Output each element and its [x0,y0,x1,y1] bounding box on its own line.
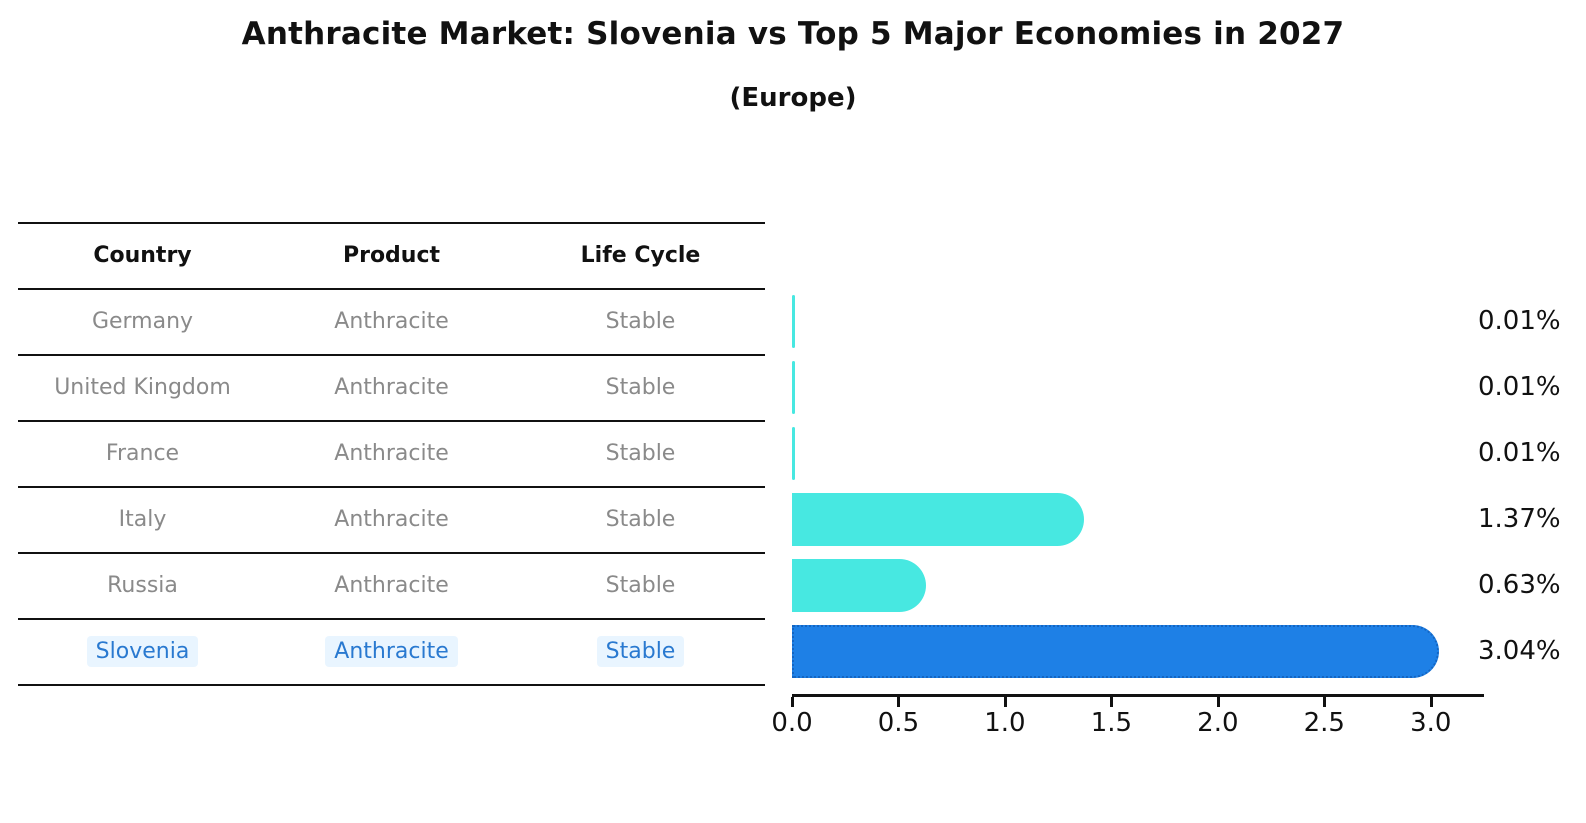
cell-country: Russia [107,572,178,598]
x-tick-mark [1216,697,1220,707]
cell-country: France [105,440,180,466]
x-tick-label: 3.0 [1410,708,1452,738]
x-tick-mark [1429,697,1433,707]
table-body: Germany Anthracite Stable United Kingdom… [18,290,765,686]
x-tick-mark [1110,697,1114,707]
cell-product: Anthracite [334,374,449,400]
value-label-row: 0.01% [1478,288,1584,354]
x-tick-label: 2.0 [1197,708,1239,738]
cell-life-cycle: Stable [605,374,676,400]
table-row: Germany Anthracite Stable [18,290,765,356]
column-header-life-cycle: Life Cycle [580,242,701,268]
bar-chart-area [792,288,1484,684]
x-axis-line [792,694,1484,697]
column-header-product: Product [342,242,441,268]
cell-country: Germany [91,308,194,334]
x-tick-label: 1.0 [984,708,1026,738]
bar-row [792,288,1484,354]
value-label-column: 0.01% 0.01% 0.01% 1.37% 0.63% 3.04% [1478,288,1584,684]
x-tick-label: 1.5 [1090,708,1133,738]
cell-country: Slovenia [18,635,267,667]
cell-life-cycle: Stable [605,506,676,532]
bar [792,294,795,348]
column-header-country: Country [93,242,192,268]
value-label-row: 3.04% [1478,618,1584,684]
table-row: Slovenia Anthracite Stable [18,620,765,686]
cell-life-cycle: Stable [516,635,765,667]
value-label: 0.01% [1478,372,1561,402]
cell-product: Anthracite [267,635,516,667]
value-label: 3.04% [1478,636,1561,666]
value-label: 0.01% [1478,438,1561,468]
table-row: Italy Anthracite Stable [18,488,765,554]
bar [792,426,795,480]
bar [792,360,795,414]
x-tick-label: 2.5 [1303,708,1345,738]
bar [792,558,927,612]
value-label: 1.37% [1478,504,1561,534]
bar-row [792,618,1484,684]
value-label-row: 1.37% [1478,486,1584,552]
cell-country: Italy [118,506,167,532]
cell-life-cycle: Stable [605,308,676,334]
value-label: 0.01% [1478,306,1561,336]
bar-row [792,354,1484,420]
cell-product: Anthracite [334,440,449,466]
table-row: France Anthracite Stable [18,422,765,488]
chart-title: Anthracite Market: Slovenia vs Top 5 Maj… [241,16,1345,52]
cell-life-cycle: Stable [605,440,676,466]
chart-subtitle: (Europe) [729,83,857,113]
table-row: United Kingdom Anthracite Stable [18,356,765,422]
value-label: 0.63% [1478,570,1561,600]
cell-country: United Kingdom [54,374,231,400]
bar-row [792,486,1484,552]
x-tick-mark [791,697,794,707]
value-label-row: 0.01% [1478,354,1584,420]
bar [792,624,1440,678]
bar-row [792,552,1484,618]
x-tick-mark [1003,697,1007,707]
cell-life-cycle: Stable [605,572,676,598]
bar-row [792,420,1484,486]
cell-product: Anthracite [334,506,449,532]
cell-product: Anthracite [334,308,449,334]
country-table: Country Product Life Cycle Germany Anthr… [18,222,765,686]
bar [792,492,1084,546]
table-header-row: Country Product Life Cycle [18,224,765,290]
x-tick-mark [1323,697,1327,707]
cell-product: Anthracite [334,572,449,598]
x-tick-label: 0.0 [771,708,813,738]
value-label-row: 0.63% [1478,552,1584,618]
value-label-row: 0.01% [1478,420,1584,486]
x-tick-label: 0.5 [877,708,920,738]
x-tick-mark [897,697,901,707]
table-row: Russia Anthracite Stable [18,554,765,620]
